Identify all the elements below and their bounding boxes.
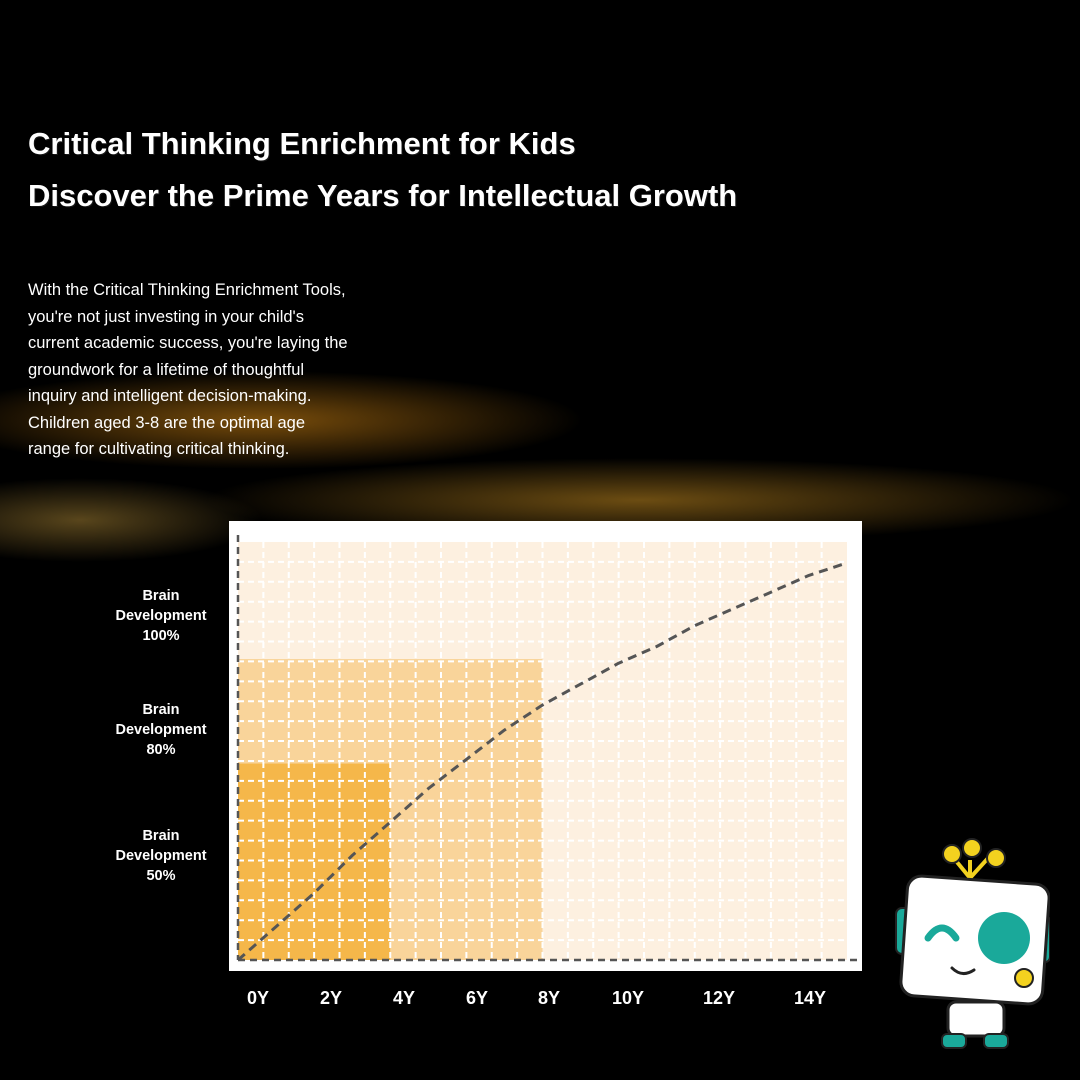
intro-line: inquiry and intelligent decision-making. [28, 387, 312, 405]
y-label-line: Brain [142, 588, 180, 604]
y-label-line: Development [115, 608, 207, 624]
development-chart [236, 535, 861, 962]
title-line-2: Discover the Prime Years for Intellectua… [28, 178, 738, 213]
chart-frame [229, 521, 862, 971]
y-label-line: 50% [146, 868, 176, 884]
x-tick-label: 4Y [392, 988, 416, 1008]
x-tick-label: 8Y [537, 988, 561, 1008]
y-label-50: Brain Development 50% [91, 826, 231, 886]
page-title: Critical Thinking Enrichment for Kids Di… [28, 118, 737, 222]
x-tick-label: 12Y [702, 988, 736, 1008]
intro-line: Children aged 3-8 are the optimal age [28, 413, 306, 432]
y-label-line: Development [115, 722, 207, 738]
intro-line: range for cultivating critical thinking. [28, 440, 290, 458]
title-line-1: Critical Thinking Enrichment for Kids [28, 126, 576, 161]
x-tick-label: 14Y [793, 988, 827, 1008]
y-label-line: Brain [142, 702, 180, 718]
x-tick-label: 2Y [319, 988, 343, 1008]
intro-paragraph: With the Critical Thinking Enrichment To… [28, 277, 418, 463]
intro-line: groundwork for a lifetime of thoughtful [28, 360, 305, 379]
development-curve [237, 561, 848, 962]
x-tick-label: 0Y [246, 988, 270, 1008]
intro-line: you're not just investing in your child'… [28, 307, 304, 326]
x-tick-label: 6Y [465, 988, 489, 1008]
robot-mascot-icon [895, 838, 1050, 1049]
intro-line: current academic success, you're laying … [28, 334, 348, 352]
intro-line: With the Critical Thinking Enrichment To… [28, 281, 346, 299]
y-label-line: 100% [142, 628, 180, 644]
y-label-line: Development [115, 848, 207, 864]
y-label-100: Brain Development 100% [91, 586, 231, 646]
y-label-line: Brain [142, 828, 180, 844]
y-label-80: Brain Development 80% [91, 700, 231, 760]
y-label-line: 80% [146, 742, 176, 758]
x-tick-label: 10Y [611, 988, 645, 1008]
